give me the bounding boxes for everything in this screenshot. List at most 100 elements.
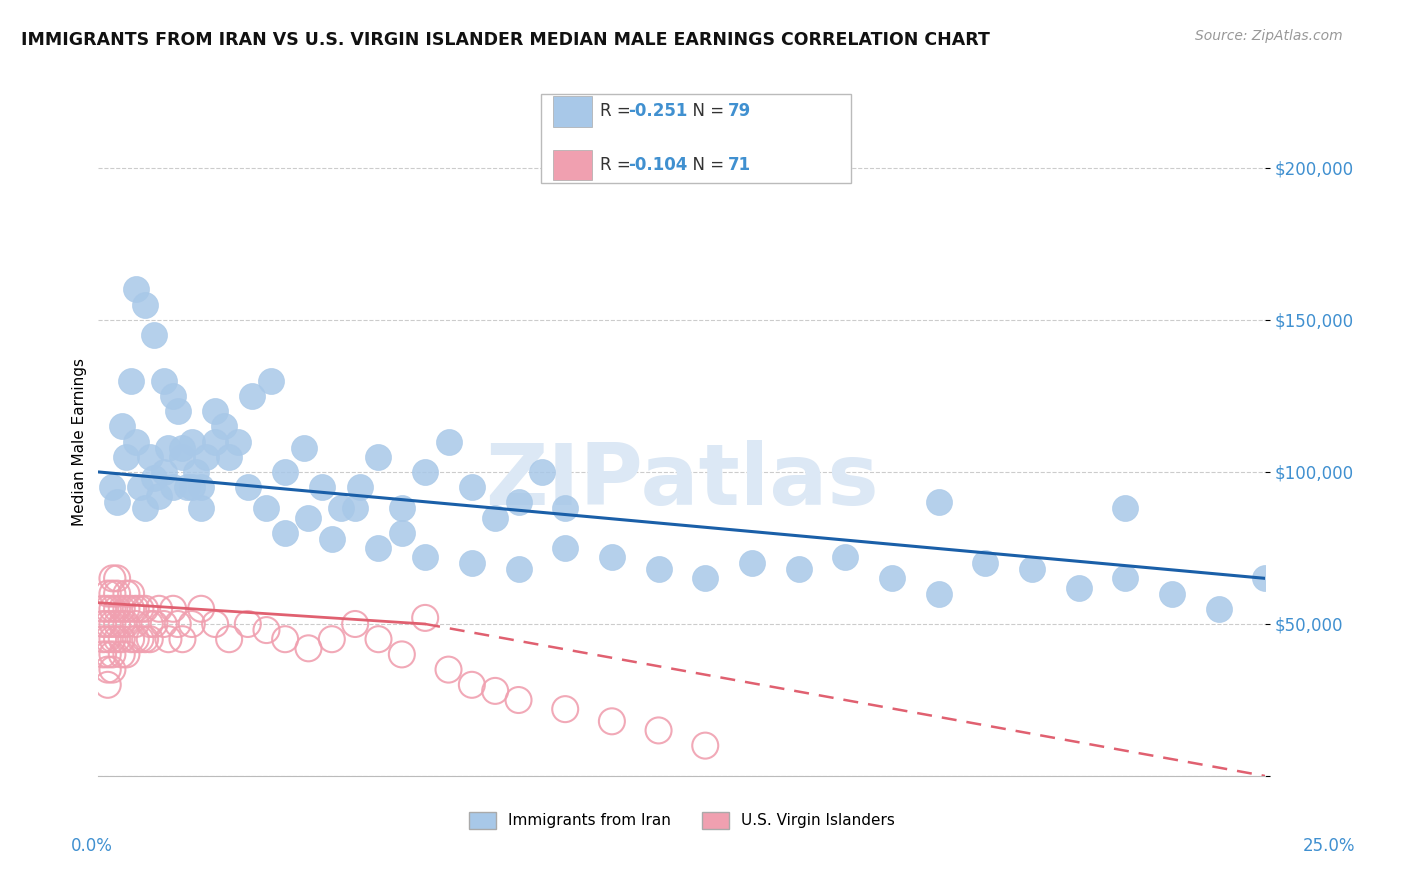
Text: -0.104: -0.104	[628, 156, 688, 174]
Point	[97, 632, 120, 647]
Point	[236, 617, 259, 632]
Point	[214, 419, 236, 434]
Point	[134, 632, 156, 647]
Point	[204, 404, 226, 418]
Text: ZIPatlas: ZIPatlas	[485, 440, 879, 524]
Point	[101, 648, 124, 662]
Point	[125, 434, 148, 449]
Point	[162, 601, 184, 615]
Point	[148, 489, 170, 503]
Point	[180, 617, 202, 632]
Point	[297, 510, 319, 524]
Point	[101, 663, 124, 677]
Point	[115, 601, 138, 615]
Point	[695, 739, 717, 753]
Point	[97, 601, 120, 615]
Point	[120, 632, 142, 647]
Point	[367, 632, 389, 647]
Point	[508, 562, 530, 576]
Point	[105, 586, 128, 600]
Point	[139, 632, 162, 647]
Text: -0.251: -0.251	[628, 103, 688, 120]
Point	[120, 586, 142, 600]
Point	[143, 328, 166, 343]
Point	[125, 617, 148, 632]
Point	[834, 550, 856, 565]
Point	[97, 648, 120, 662]
Point	[157, 632, 180, 647]
Point	[391, 501, 413, 516]
Point	[111, 648, 134, 662]
Point	[115, 450, 138, 464]
Point	[554, 501, 576, 516]
Point	[274, 525, 297, 540]
Point	[190, 501, 212, 516]
Point	[139, 617, 162, 632]
Point	[166, 617, 188, 632]
Point	[1021, 562, 1043, 576]
Point	[115, 586, 138, 600]
Point	[166, 404, 188, 418]
Point	[176, 480, 198, 494]
Y-axis label: Median Male Earnings: Median Male Earnings	[72, 358, 87, 525]
Point	[647, 562, 669, 576]
Legend: Immigrants from Iran, U.S. Virgin Islanders: Immigrants from Iran, U.S. Virgin Island…	[468, 812, 896, 829]
Point	[461, 678, 484, 692]
Point	[647, 723, 669, 738]
Point	[554, 541, 576, 555]
Point	[162, 480, 184, 494]
Point	[125, 601, 148, 615]
Point	[120, 374, 142, 388]
Point	[413, 611, 436, 625]
Point	[101, 601, 124, 615]
Point	[204, 617, 226, 632]
Point	[152, 465, 174, 479]
Point	[111, 601, 134, 615]
Point	[1254, 571, 1277, 585]
Point	[157, 441, 180, 455]
Point	[134, 501, 156, 516]
Point	[97, 617, 120, 632]
Text: Source: ZipAtlas.com: Source: ZipAtlas.com	[1195, 29, 1343, 43]
Point	[91, 648, 114, 662]
Point	[437, 663, 460, 677]
Point	[105, 571, 128, 585]
Point	[180, 480, 202, 494]
Point	[787, 562, 810, 576]
Point	[508, 693, 530, 707]
Point	[129, 632, 152, 647]
Point	[111, 617, 134, 632]
Point	[190, 601, 212, 615]
Point	[186, 465, 208, 479]
Point	[97, 586, 120, 600]
Text: 79: 79	[728, 103, 752, 120]
Point	[143, 617, 166, 632]
Text: 25.0%: 25.0%	[1302, 837, 1355, 855]
Point	[115, 648, 138, 662]
Point	[105, 617, 128, 632]
Point	[218, 632, 240, 647]
Point	[391, 525, 413, 540]
Point	[413, 550, 436, 565]
Point	[297, 641, 319, 656]
Point	[292, 441, 315, 455]
Point	[974, 556, 997, 570]
Point	[101, 632, 124, 647]
Point	[228, 434, 250, 449]
Point	[125, 283, 148, 297]
Point	[413, 465, 436, 479]
Point	[236, 480, 259, 494]
Point	[256, 623, 278, 637]
Point	[190, 480, 212, 494]
Point	[1208, 601, 1230, 615]
Point	[508, 495, 530, 509]
Point	[152, 617, 174, 632]
Point	[139, 450, 162, 464]
Point	[111, 632, 134, 647]
Point	[97, 678, 120, 692]
Point	[484, 510, 506, 524]
Point	[105, 601, 128, 615]
Point	[105, 495, 128, 509]
Point	[101, 571, 124, 585]
Point	[256, 501, 278, 516]
